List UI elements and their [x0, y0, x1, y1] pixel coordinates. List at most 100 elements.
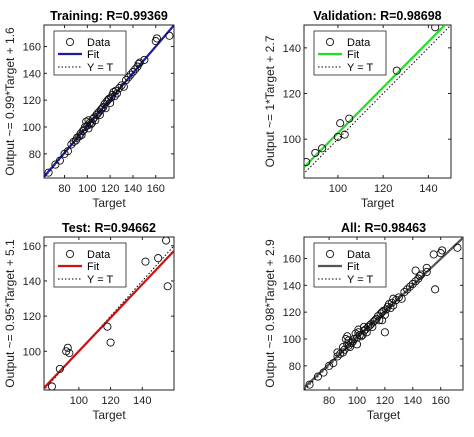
y-tick-label: 160 — [283, 253, 301, 265]
data-point — [368, 322, 377, 331]
data-point — [109, 88, 118, 97]
data-point — [453, 243, 462, 252]
data-point — [364, 322, 373, 331]
x-tick-label: 80 — [323, 395, 335, 407]
data-point — [106, 338, 115, 347]
y-tick-label: 80 — [289, 361, 301, 373]
data-point — [329, 359, 338, 368]
legend-label: Fit — [87, 261, 99, 273]
x-tick-label: 140 — [419, 183, 437, 195]
data-point — [110, 92, 119, 101]
y-tick-label: 120 — [283, 307, 301, 319]
legend-data-marker — [65, 249, 75, 259]
x-tick-label: 100 — [70, 395, 88, 407]
legend-data-marker — [65, 37, 75, 47]
fit-line — [44, 25, 174, 178]
legend-label: Y = T — [347, 62, 373, 74]
y-tick-label: 100 — [23, 346, 41, 358]
data-point — [347, 338, 356, 348]
y-tick-label: 140 — [23, 68, 41, 80]
data-point — [55, 364, 64, 373]
y-tick-label: 120 — [23, 95, 41, 107]
data-point — [400, 287, 409, 297]
legend-label: Fit — [347, 49, 359, 61]
data-point — [98, 104, 107, 113]
y-tick-label: 100 — [283, 334, 301, 346]
data-point — [415, 271, 424, 280]
y-axis-label: Output ~= 0.95*Target + 5.1 — [3, 239, 17, 388]
data-point — [106, 98, 115, 107]
y-tick-label: 80 — [29, 149, 41, 161]
data-point — [358, 330, 367, 340]
x-tick-label: 140 — [124, 183, 142, 195]
data-point — [378, 308, 387, 317]
x-tick-label: 120 — [376, 395, 394, 407]
x-tick-label: 80 — [58, 183, 70, 195]
data-point — [397, 294, 406, 303]
data-point — [65, 349, 74, 358]
x-tick-label: 140 — [404, 395, 422, 407]
data-point — [44, 168, 53, 177]
data-point — [102, 97, 111, 106]
data-point — [140, 55, 149, 64]
data-point — [112, 89, 122, 98]
data-point — [422, 263, 431, 272]
legend-label: Fit — [347, 261, 359, 273]
x-axis-label: Target — [92, 408, 126, 422]
data-point — [152, 34, 161, 43]
data-point — [357, 332, 366, 341]
data-point — [325, 361, 334, 370]
plot-title: Test: R=0.94662 — [62, 221, 156, 235]
data-point — [67, 140, 76, 149]
plot-title: All: R=0.98463 — [341, 221, 426, 235]
data-point — [403, 285, 412, 294]
data-point — [380, 328, 389, 337]
data-point — [345, 343, 355, 352]
y-tick-label: 140 — [283, 43, 301, 55]
data-point — [340, 130, 349, 139]
data-point — [422, 267, 431, 276]
data-point — [431, 285, 440, 294]
x-axis-label: Target — [92, 196, 126, 210]
y-tick-label: 160 — [23, 241, 41, 253]
data-point — [392, 296, 401, 305]
y-axis-label: Output ~= 1*Target + 2.7 — [263, 35, 277, 167]
data-point — [124, 73, 133, 82]
plot-area — [304, 25, 451, 175]
data-point — [378, 316, 387, 325]
data-point — [115, 84, 124, 93]
legend-label: Data — [347, 37, 371, 49]
plot-title: Training: R=0.99369 — [50, 9, 168, 23]
data-point — [369, 317, 378, 326]
identity-line — [304, 25, 451, 175]
y-tick-label: 100 — [283, 134, 301, 146]
data-point — [86, 120, 95, 129]
data-point — [411, 266, 420, 275]
data-point — [122, 75, 131, 85]
data-point — [362, 328, 371, 337]
data-point — [333, 352, 342, 361]
data-point — [134, 59, 143, 68]
plot-area — [44, 237, 174, 390]
data-point — [92, 110, 101, 119]
legend-label: Fit — [87, 49, 99, 61]
data-point — [355, 330, 364, 340]
plot-area — [304, 237, 463, 390]
data-point — [51, 160, 60, 169]
x-tick-label: 160 — [432, 395, 450, 407]
plot-title: Validation: R=0.98698 — [313, 9, 441, 23]
data-point — [380, 310, 389, 319]
x-tick-label: 100 — [78, 183, 96, 195]
data-point — [162, 237, 171, 245]
y-axis-label: Output ~= 0.99*Target + 1.6 — [3, 27, 17, 176]
data-point — [344, 341, 353, 350]
x-tick-label: 120 — [374, 183, 392, 195]
fit-line — [44, 250, 174, 389]
x-axis-label: Target — [361, 196, 395, 210]
legend-label: Y = T — [87, 274, 113, 286]
data-point — [392, 66, 401, 75]
data-point — [313, 372, 322, 381]
